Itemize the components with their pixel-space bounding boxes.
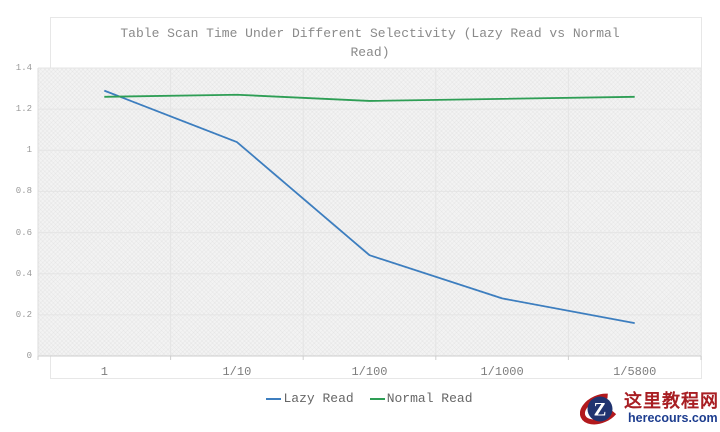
y-tick-label: 1.2 [15, 104, 32, 115]
y-tick-label: 1 [26, 145, 32, 156]
y-tick-label: 0 [26, 351, 32, 361]
svg-text:Z: Z [594, 400, 607, 421]
legend-series-dash-icon [369, 397, 385, 400]
chart-legend: Lazy Read Normal Read [38, 391, 701, 406]
x-category-label: 1/10 [222, 365, 252, 379]
watermark-site-name: 这里教程网 [624, 390, 719, 411]
y-tick-label: 0.8 [15, 186, 32, 197]
x-category-label: 1 [100, 365, 108, 379]
y-tick-label: 0.6 [15, 227, 32, 238]
watermark-text: 这里教程网 herecours.com [624, 392, 719, 425]
x-category-label: 1/100 [351, 365, 388, 379]
legend-item-normal-read[interactable]: Normal Read [369, 391, 473, 406]
legend-series-dash-icon [266, 397, 282, 400]
legend-item-lazy-read[interactable]: Lazy Read [266, 391, 354, 406]
y-tick-label: 0.4 [15, 268, 32, 279]
legend-label: Lazy Read [283, 391, 354, 406]
watermark: Z 这里教程网 herecours.com [580, 387, 719, 429]
y-tick-label: 1.4 [15, 63, 32, 73]
plot-area [38, 68, 701, 356]
chart-title: Table Scan Time Under Different Selectiv… [120, 26, 620, 60]
legend-label: Normal Read [386, 391, 473, 406]
x-category-label: 1/5800 [613, 365, 657, 379]
site-logo-icon: Z [580, 393, 621, 425]
watermark-site-url[interactable]: herecours.com [628, 410, 718, 425]
y-tick-label: 0.2 [15, 309, 32, 320]
x-category-label: 1/1000 [480, 365, 524, 379]
